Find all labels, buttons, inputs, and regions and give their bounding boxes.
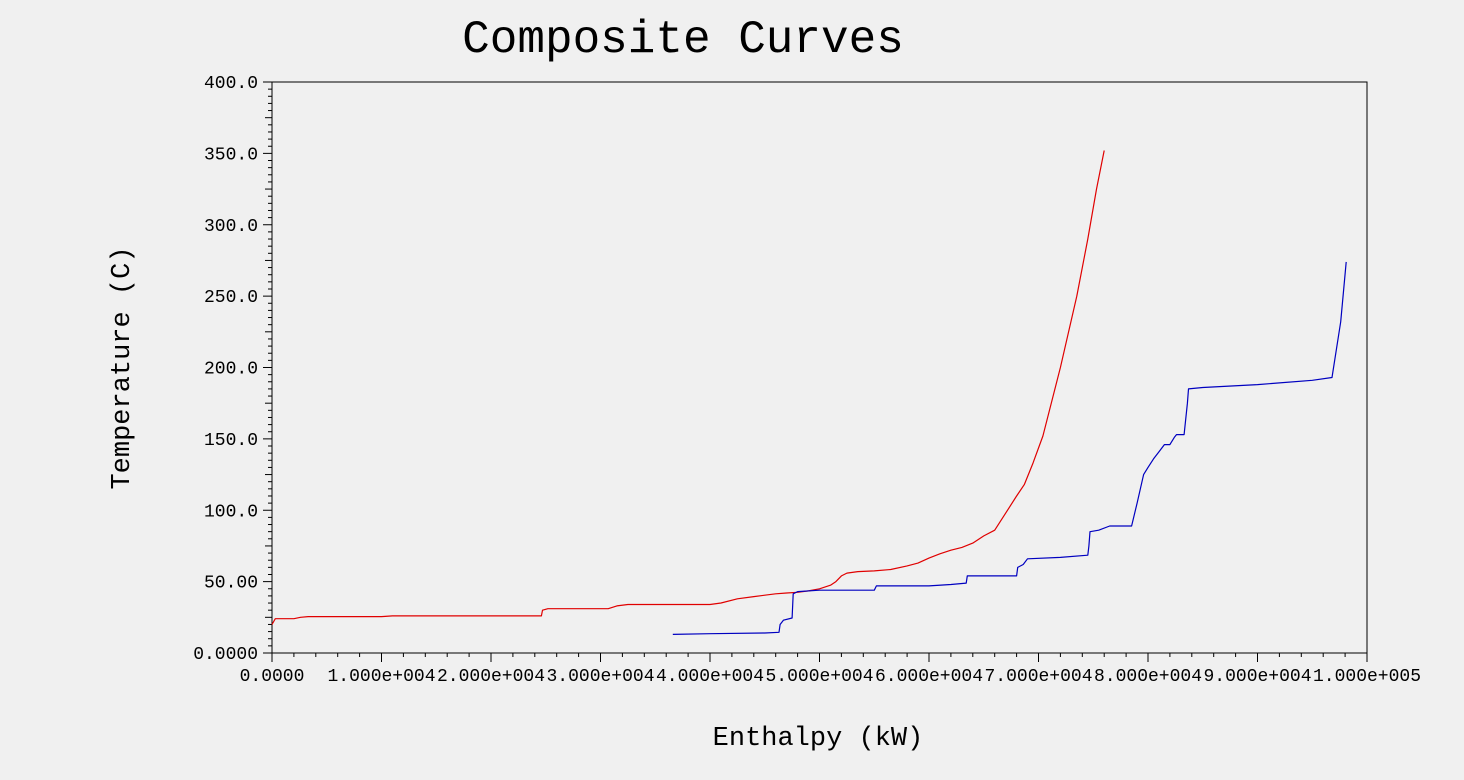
series-layer bbox=[271, 150, 1347, 635]
y-tick-label: 350.0 bbox=[204, 145, 258, 165]
x-tick-label: 3.000e+004 bbox=[546, 667, 654, 687]
x-tick-label: 7.000e+004 bbox=[984, 667, 1092, 687]
x-tick-label: 8.000e+004 bbox=[1094, 667, 1202, 687]
y-tick-label: 250.0 bbox=[204, 288, 258, 308]
y-axis-label: Temperature (C) bbox=[108, 246, 138, 489]
y-tick-label: 400.0 bbox=[204, 74, 258, 94]
x-axis-label: Enthalpy (kW) bbox=[713, 724, 924, 754]
y-tick-label: 150.0 bbox=[204, 431, 258, 451]
x-axis-ticks: 0.0000 1.000e+004 2.000e+004 3.000e+004 4.00… bbox=[240, 667, 1421, 687]
y-tick-label: 100.0 bbox=[204, 502, 258, 522]
y-tick-label: 0.0000 bbox=[193, 645, 258, 665]
x-tick-label: 9.000e+004 bbox=[1203, 667, 1311, 687]
hot-composite-curve bbox=[271, 150, 1105, 625]
chart-title: Composite Curves bbox=[462, 14, 904, 66]
x-tick-label: 4.000e+004 bbox=[656, 667, 764, 687]
plot-area bbox=[271, 81, 1368, 654]
x-tick-label: 1.000e+005 bbox=[1313, 667, 1421, 687]
cold-composite-curve bbox=[672, 261, 1347, 635]
x-tick-label: 5.000e+004 bbox=[765, 667, 873, 687]
x-tick-label: 6.000e+004 bbox=[875, 667, 983, 687]
y-axis-ticks: 0.0000 50.00 100.0 150.0 200.0 250.0 300.0 350.… bbox=[193, 74, 258, 665]
x-tick-label: 2.000e+004 bbox=[437, 667, 545, 687]
y-tick-label: 50.00 bbox=[204, 574, 258, 594]
x-tick-label: 0.0000 bbox=[240, 667, 305, 687]
y-tick-label: 300.0 bbox=[204, 217, 258, 237]
y-minor-ticks bbox=[263, 81, 272, 654]
x-tick-label: 1.000e+004 bbox=[327, 667, 435, 687]
y-tick-label: 200.0 bbox=[204, 360, 258, 380]
x-minor-ticks bbox=[271, 653, 1368, 662]
